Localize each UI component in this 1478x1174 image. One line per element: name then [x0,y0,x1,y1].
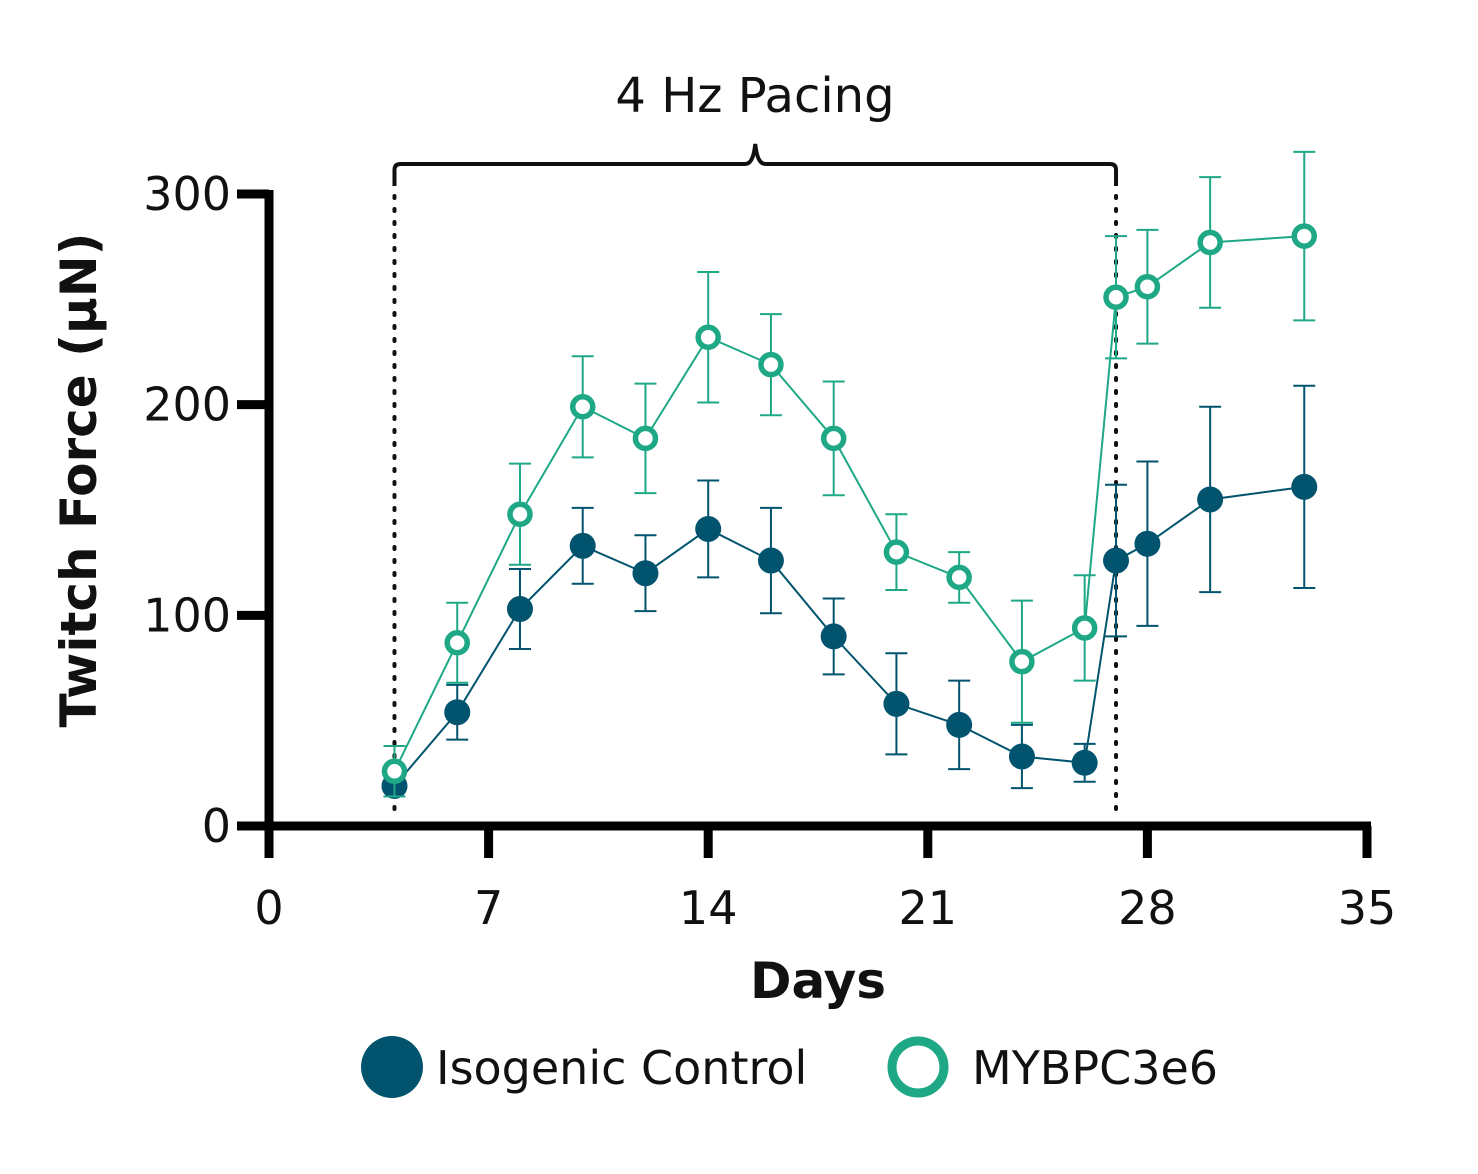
data-point [1103,284,1129,310]
data-point [632,425,659,452]
y-axis-title: Twitch Force (μN) [50,233,108,728]
x-tick-label: 0 [254,881,283,935]
data-point [1071,749,1098,776]
data-point [507,501,533,527]
x-tick-label: 7 [474,881,503,935]
data-point [381,758,408,784]
data-point [757,547,784,574]
data-point [1197,486,1224,513]
data-point [569,532,596,559]
y-tick-label: 100 [143,588,231,642]
y-tick-label: 200 [143,378,231,432]
data-point [946,711,973,738]
legend: Isogenic Control MYBPC3e6 [361,1036,1218,1098]
data-point [1134,273,1161,300]
legend-entry-mybpc3e6: MYBPC3e6 [887,1036,1218,1098]
x-tick-label: 14 [679,881,738,935]
data-point [1103,547,1130,574]
series-mybpc3e6 [381,150,1318,798]
data-point [883,690,910,717]
data-point [820,425,847,452]
x-tick-label: 35 [1338,881,1397,935]
x-axis-title: Days [750,952,886,1010]
x-tick-label: 28 [1118,881,1177,935]
pacing-annotation [392,143,1119,814]
data-point [758,351,784,378]
x-tick-label: 21 [899,881,958,935]
series-line [393,485,1305,787]
data-point [1291,473,1318,500]
data-point [695,324,721,351]
data-point [444,699,471,726]
data-point [1197,229,1223,256]
data-point [1291,223,1318,249]
series-line [393,235,1305,772]
data-point [632,560,659,587]
data-point [946,564,972,591]
data-point [1008,743,1035,770]
legend-entry-isogenic-control: Isogenic Control [361,1036,807,1098]
data-point [1071,615,1098,641]
y-tick-label: 0 [202,799,231,853]
legend-marker [361,1036,423,1098]
data-point [695,515,722,542]
data-point [444,629,470,656]
data-point [1134,530,1161,557]
series-isogenic-control [381,384,1318,799]
axes: 0 100 200 300 0 7 14 21 28 35 [143,167,1396,935]
legend-marker [887,1036,949,1098]
y-tick-label: 300 [143,167,231,221]
data-point [569,394,596,420]
legend-label: MYBPC3e6 [972,1041,1218,1095]
data-point [820,623,847,650]
data-point [1009,648,1035,675]
series-layer [381,150,1318,799]
data-point [506,596,533,623]
pacing-bracket [392,143,1119,186]
pacing-label: 4 Hz Pacing [615,68,894,124]
legend-label: Isogenic Control [436,1041,807,1095]
data-point [883,539,910,565]
